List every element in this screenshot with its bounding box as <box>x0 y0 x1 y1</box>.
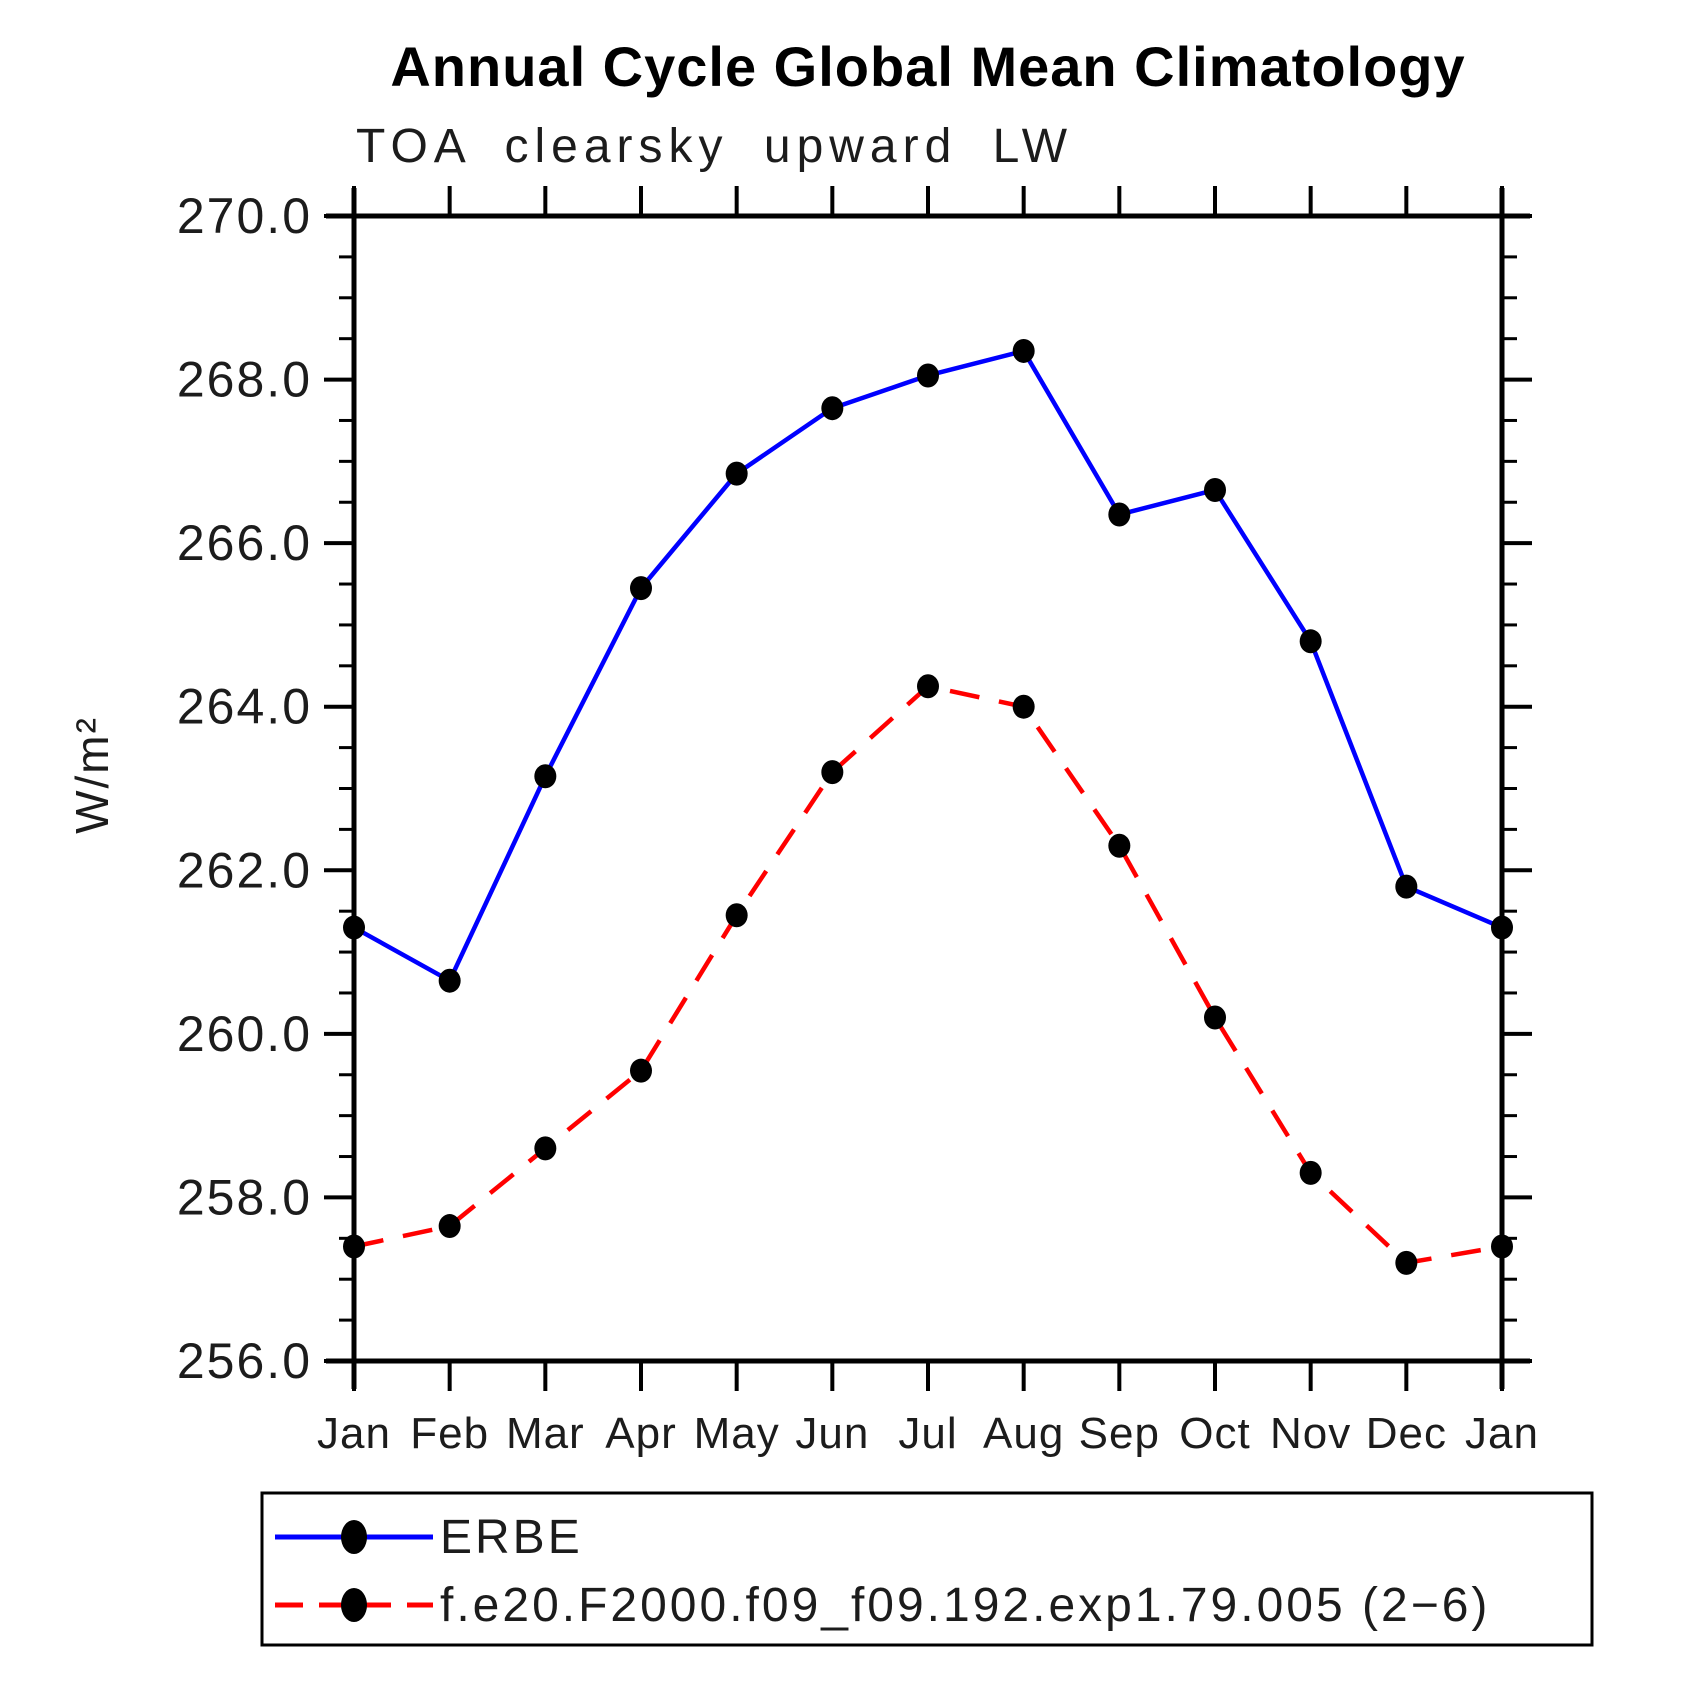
legend: ERBE f.e20.F2000.f09_f09.192.exp1.79.005… <box>260 1491 1594 1647</box>
model-data-point <box>1204 1005 1226 1030</box>
y-axis-tick-label: 270.0 <box>177 188 312 244</box>
erbe-data-point <box>1299 629 1322 654</box>
erbe-data-point <box>1012 338 1035 363</box>
legend-label-erbe: ERBE <box>440 1511 583 1564</box>
erbe-data-point <box>1395 874 1418 899</box>
model-data-point <box>534 1136 557 1161</box>
legend-entry-model: f.e20.F2000.f09_f09.192.exp1.79.005 (2−6… <box>275 1579 1490 1632</box>
page-title: Annual Cycle Global Mean Climatology <box>390 35 1465 98</box>
x-axis-tick-label: Mar <box>506 1409 585 1458</box>
model-data-point <box>343 1234 365 1259</box>
legend-marker-dot <box>341 1588 367 1622</box>
model-data-point <box>438 1214 461 1239</box>
x-axis-tick-label: Oct <box>1179 1409 1250 1458</box>
x-axis-tick-label: Aug <box>983 1409 1064 1458</box>
erbe-data-point <box>1108 502 1131 527</box>
erbe-series-line <box>352 348 1503 983</box>
chart-subtitle: TOA clearsky upward LW <box>356 120 1073 173</box>
legend-entry-erbe: ERBE <box>275 1511 583 1564</box>
model-series-line <box>353 684 1503 1266</box>
erbe-data-point <box>917 363 939 388</box>
x-axis-tick-label: Nov <box>1270 1409 1351 1458</box>
x-axis-tick-label: Dec <box>1366 1409 1447 1458</box>
x-axis-tick-label: Feb <box>410 1409 489 1458</box>
model-data-point <box>1299 1160 1322 1185</box>
erbe-data-point <box>343 915 365 940</box>
erbe-data-point <box>1204 477 1226 502</box>
y-axis-label: W/m² <box>66 716 118 834</box>
y-axis-tick-label: 262.0 <box>177 842 312 898</box>
model-data-point <box>917 674 939 699</box>
legend-box <box>260 1491 1594 1647</box>
y-axis-tick-label: 268.0 <box>177 352 312 408</box>
model-data-point <box>1012 694 1035 719</box>
model-data-point <box>725 903 748 928</box>
y-axis-tick-label: 260.0 <box>177 1006 312 1062</box>
y-axis-tick-label: 264.0 <box>177 679 312 735</box>
erbe-data-point <box>1491 915 1513 940</box>
model-data-point <box>1395 1250 1418 1275</box>
x-axis-tick-label: Sep <box>1079 1409 1160 1458</box>
model-data-point <box>821 760 844 785</box>
x-axis-tick-label: Jan <box>1465 1409 1539 1458</box>
erbe-data-point <box>821 396 844 421</box>
model-data-point <box>1491 1234 1513 1259</box>
legend-label-model: f.e20.F2000.f09_f09.192.exp1.79.005 (2−6… <box>440 1579 1490 1632</box>
legend-marker-dot <box>341 1520 367 1554</box>
erbe-data-point <box>438 968 461 993</box>
x-axis-tick-label: Apr <box>605 1409 676 1458</box>
model-data-point <box>1108 833 1131 858</box>
x-axis-tick-label: Jan <box>317 1409 391 1458</box>
y-axis-tick-label: 258.0 <box>177 1169 312 1225</box>
x-axis-tick-label: Jun <box>795 1409 869 1458</box>
x-axis-tick-label: May <box>694 1409 780 1458</box>
erbe-data-point <box>725 461 748 486</box>
model-data-point <box>630 1058 652 1083</box>
erbe-data-point <box>534 764 557 789</box>
x-axis-tick-label: Jul <box>898 1409 957 1458</box>
y-axis-tick-label: 256.0 <box>177 1333 312 1389</box>
plot-area: 256.0 258.0 260.0 262.0 264.0 266.0 268.0 270.0… <box>177 186 1539 1458</box>
erbe-data-point <box>630 576 652 601</box>
y-axis-tick-label: 266.0 <box>177 515 312 571</box>
